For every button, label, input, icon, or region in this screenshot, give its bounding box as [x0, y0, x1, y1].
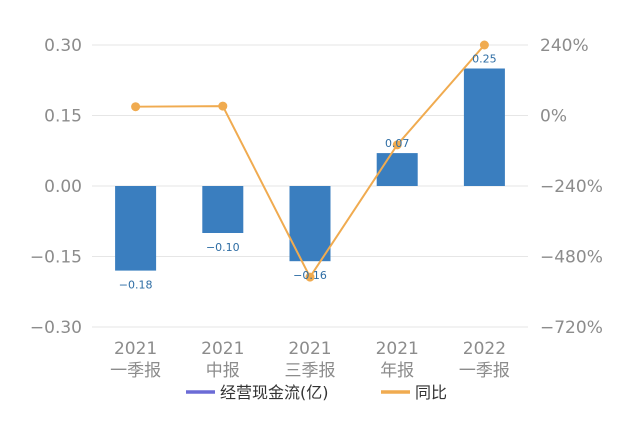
y-right-tick-label: 0%	[540, 107, 567, 127]
axes: 0.30 0.15 0.00 −0.15 −0.30 240% 0% −240% −480% −7…	[30, 36, 603, 381]
y-left-tick-label: −0.15	[30, 248, 82, 268]
bar	[202, 186, 244, 233]
y-left-tick-label: 0.15	[44, 107, 82, 127]
bar-series	[115, 68, 505, 271]
x-tick-label: 2021	[201, 339, 244, 359]
bar	[115, 186, 157, 271]
bar	[376, 153, 418, 186]
line-point	[131, 102, 141, 112]
bar-data-label: −0.18	[119, 279, 153, 292]
line-point	[218, 101, 228, 111]
bar-data-label: −0.16	[293, 269, 327, 282]
x-tick-label: 年报	[380, 361, 414, 381]
x-tick-label: 三季报	[285, 361, 336, 381]
y-right-tick-label: −240%	[540, 177, 603, 197]
legend: 经营现金流(亿) 同比	[186, 383, 447, 402]
line-point	[392, 140, 402, 150]
x-tick-label: 2022	[463, 339, 506, 359]
bar	[463, 68, 505, 186]
bar-data-label: −0.10	[206, 241, 240, 254]
x-tick-label: 一季报	[110, 361, 161, 381]
y-right-tick-label: −480%	[540, 248, 603, 268]
x-tick-label: 一季报	[459, 361, 510, 381]
x-tick-label: 2021	[114, 339, 157, 359]
legend-label-cashflow: 经营现金流(亿)	[220, 383, 329, 402]
x-tick-label: 2021	[376, 339, 419, 359]
x-tick-label: 中报	[206, 361, 240, 381]
bar-data-label: 0.07	[385, 137, 410, 150]
bar-data-label: 0.25	[472, 53, 497, 66]
line-point	[479, 40, 489, 50]
data-labels: −0.18 −0.10 −0.16 0.07 0.25	[119, 53, 497, 292]
y-left-tick-label: 0.00	[44, 177, 82, 197]
y-left-tick-label: −0.30	[30, 318, 82, 338]
x-tick-label: 2021	[288, 339, 331, 359]
y-right-tick-label: −720%	[540, 318, 603, 338]
line-series	[131, 40, 489, 282]
legend-label-yoy: 同比	[415, 383, 447, 402]
line-point	[305, 272, 315, 282]
y-right-tick-label: 240%	[540, 36, 589, 56]
y-left-tick-label: 0.30	[44, 36, 82, 56]
